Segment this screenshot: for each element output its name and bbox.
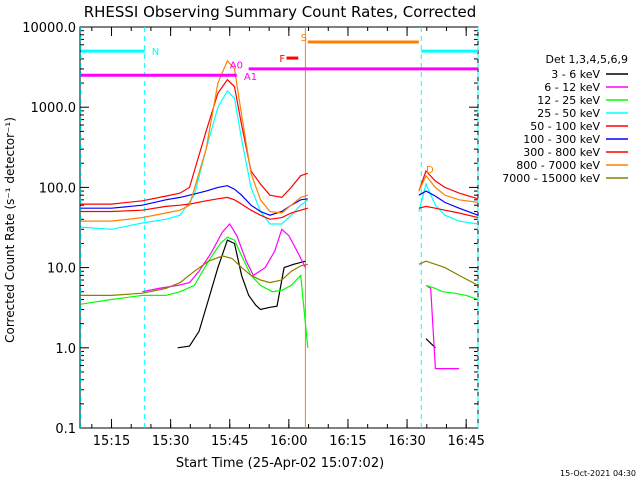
x-tick-label: 16:30 [388,434,425,449]
y-tick-label: 10.0 [47,262,76,277]
plot-frame [79,26,479,429]
series-line-3 [418,182,479,225]
legend-item-label: 800 - 7000 keV [516,159,600,172]
y-tick-label: 10000.0 [22,21,76,36]
legend-item-label: 25 - 50 keV [537,107,600,120]
footer-timestamp: 15-Oct-2021 04:30 [560,469,636,478]
x-tick-label: 16:45 [447,434,484,449]
series-line-8 [80,255,308,296]
legend-item-label: 7000 - 15000 keV [502,172,600,185]
series-line-3 [80,89,309,230]
flag-label-f: F [279,54,285,65]
flag-label-n: N [152,47,159,58]
x-tick-label: 16:00 [270,434,307,449]
series-line-5 [80,185,308,216]
series-line-1 [425,284,460,370]
legend-item-label: 100 - 300 keV [523,133,600,146]
y-tick-label: 1.0 [55,342,76,357]
legend-item-label: 50 - 100 keV [530,120,600,133]
series-line-0 [177,239,306,349]
y-tick-label: 0.1 [55,422,76,437]
series-line-7 [418,174,479,203]
series-line-4 [80,78,308,205]
legend-item-label: 3 - 6 keV [551,68,600,81]
y-axis-label: Corrected Count Rate (s⁻¹ detector⁻¹) [3,117,17,343]
series-line-2 [80,236,309,348]
x-axis-label: Start Time (25-Apr-02 15:07:02) [176,456,384,471]
series-line-5 [418,190,479,216]
legend-item-label: 6 - 12 keV [544,81,600,94]
chart-title: RHESSI Observing Summary Count Rates, Co… [84,3,477,21]
flag-label-a1: A1 [244,72,257,83]
series-line-6 [418,205,479,219]
plot-area: 10000.0 1000.0 100.0 10.0 1.0 0.1 15:15 15:30 15… [22,21,628,449]
series-line-1 [142,223,306,293]
series-line-6 [80,196,308,220]
y-tick-label: 1000.0 [31,101,77,116]
legend-item-label: 300 - 800 keV [523,146,600,159]
flag-label-s: S [301,33,307,44]
legend-title: Det 1,3,4,5,6,9 [545,53,628,66]
legend-item-label: 12 - 25 keV [537,94,600,107]
x-tick-label: 15:15 [93,434,130,449]
flag-label-d: D [426,165,434,176]
series-line-2 [425,284,479,301]
series-line-8 [418,260,479,286]
series-line-7 [80,59,308,222]
x-tick-label: 16:15 [329,434,366,449]
x-tick-label: 15:30 [152,434,189,449]
x-tick-label: 15:45 [211,434,248,449]
y-tick-label: 100.0 [39,181,76,196]
series-line-4 [418,169,479,200]
flag-label-a0: A0 [230,61,243,72]
